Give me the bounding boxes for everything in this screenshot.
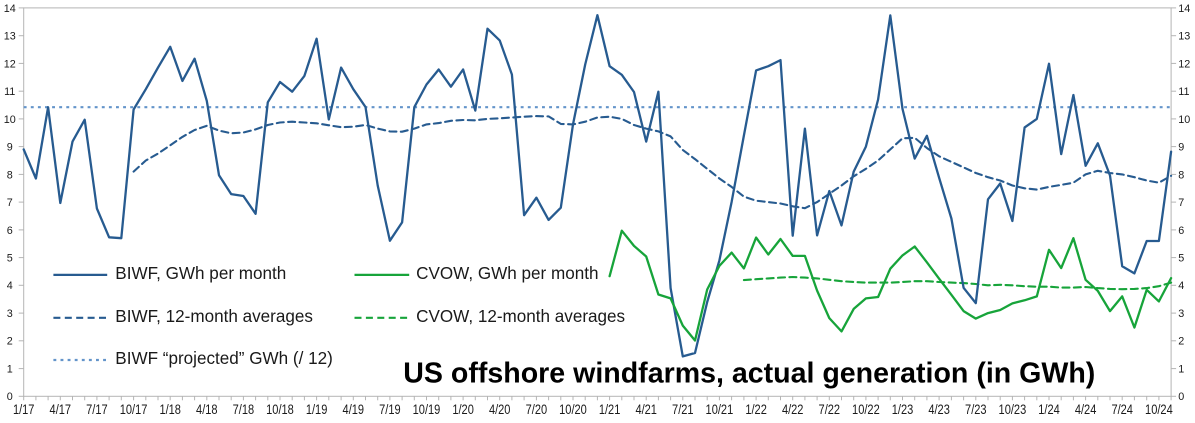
svg-text:10/22: 10/22 (852, 401, 880, 417)
svg-text:7/19: 7/19 (379, 401, 401, 417)
svg-text:14: 14 (4, 3, 16, 15)
svg-text:4/22: 4/22 (782, 401, 804, 417)
svg-text:10: 10 (4, 114, 16, 126)
svg-text:4: 4 (7, 280, 13, 292)
svg-text:6: 6 (7, 225, 13, 237)
svg-text:4: 4 (1178, 280, 1184, 292)
svg-text:5: 5 (7, 253, 13, 265)
svg-text:8: 8 (1178, 169, 1184, 181)
svg-text:7/17: 7/17 (86, 401, 108, 417)
svg-text:10/24: 10/24 (1145, 401, 1173, 417)
svg-text:BIWF, 12-month averages: BIWF, 12-month averages (115, 307, 313, 326)
svg-text:9: 9 (7, 142, 13, 154)
svg-text:2: 2 (7, 336, 13, 348)
svg-text:CVOW, 12-month averages: CVOW, 12-month averages (416, 307, 625, 326)
svg-text:7: 7 (1178, 197, 1184, 209)
svg-text:7: 7 (7, 197, 13, 209)
svg-text:1/21: 1/21 (599, 401, 621, 417)
svg-text:13: 13 (4, 31, 16, 43)
svg-text:10/23: 10/23 (999, 401, 1027, 417)
svg-text:4/19: 4/19 (343, 401, 365, 417)
svg-text:4/17: 4/17 (50, 401, 72, 417)
svg-text:BIWF, GWh per month: BIWF, GWh per month (115, 264, 286, 283)
svg-text:7/22: 7/22 (819, 401, 841, 417)
svg-text:10/19: 10/19 (413, 401, 441, 417)
svg-text:10/18: 10/18 (266, 401, 294, 417)
svg-text:10: 10 (1178, 114, 1190, 126)
svg-text:1/20: 1/20 (452, 401, 474, 417)
svg-text:9: 9 (1178, 142, 1184, 154)
svg-text:10/20: 10/20 (559, 401, 587, 417)
svg-text:1: 1 (1178, 364, 1184, 376)
svg-text:1/18: 1/18 (159, 401, 181, 417)
svg-text:4/24: 4/24 (1075, 401, 1097, 417)
svg-text:11: 11 (1178, 86, 1189, 98)
svg-text:14: 14 (1178, 3, 1190, 15)
svg-text:CVOW, GWh per month: CVOW, GWh per month (416, 264, 598, 283)
svg-text:6: 6 (1178, 225, 1184, 237)
svg-text:5: 5 (1178, 253, 1184, 265)
svg-text:8: 8 (7, 169, 13, 181)
svg-text:US offshore windfarms, actual: US offshore windfarms, actual generation… (403, 358, 1095, 390)
svg-text:3: 3 (7, 308, 13, 320)
svg-text:10/21: 10/21 (706, 401, 734, 417)
svg-text:4/23: 4/23 (928, 401, 950, 417)
svg-text:4/21: 4/21 (635, 401, 657, 417)
svg-text:1/19: 1/19 (306, 401, 328, 417)
svg-text:7/24: 7/24 (1111, 401, 1133, 417)
svg-text:11: 11 (4, 86, 15, 98)
svg-text:13: 13 (1178, 31, 1190, 43)
svg-text:BIWF “projected” GWh (/ 12): BIWF “projected” GWh (/ 12) (115, 349, 333, 368)
svg-text:0: 0 (1178, 391, 1184, 403)
svg-text:2: 2 (1178, 336, 1184, 348)
svg-text:7/20: 7/20 (526, 401, 548, 417)
svg-text:0: 0 (7, 391, 13, 403)
svg-text:4/18: 4/18 (196, 401, 218, 417)
svg-text:12: 12 (1178, 58, 1190, 70)
svg-text:10/17: 10/17 (120, 401, 148, 417)
svg-text:7/18: 7/18 (233, 401, 255, 417)
svg-text:3: 3 (1178, 308, 1184, 320)
svg-text:7/21: 7/21 (672, 401, 694, 417)
svg-text:12: 12 (4, 58, 16, 70)
svg-text:1/22: 1/22 (745, 401, 767, 417)
svg-text:1/17: 1/17 (13, 401, 35, 417)
svg-text:1/24: 1/24 (1038, 401, 1060, 417)
svg-text:1: 1 (7, 364, 13, 376)
svg-text:4/20: 4/20 (489, 401, 511, 417)
svg-text:1/23: 1/23 (892, 401, 914, 417)
svg-text:7/23: 7/23 (965, 401, 987, 417)
